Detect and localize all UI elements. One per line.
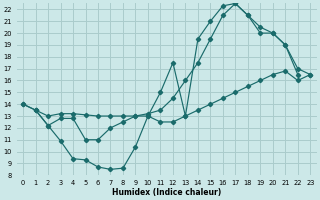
X-axis label: Humidex (Indice chaleur): Humidex (Indice chaleur) bbox=[112, 188, 221, 197]
